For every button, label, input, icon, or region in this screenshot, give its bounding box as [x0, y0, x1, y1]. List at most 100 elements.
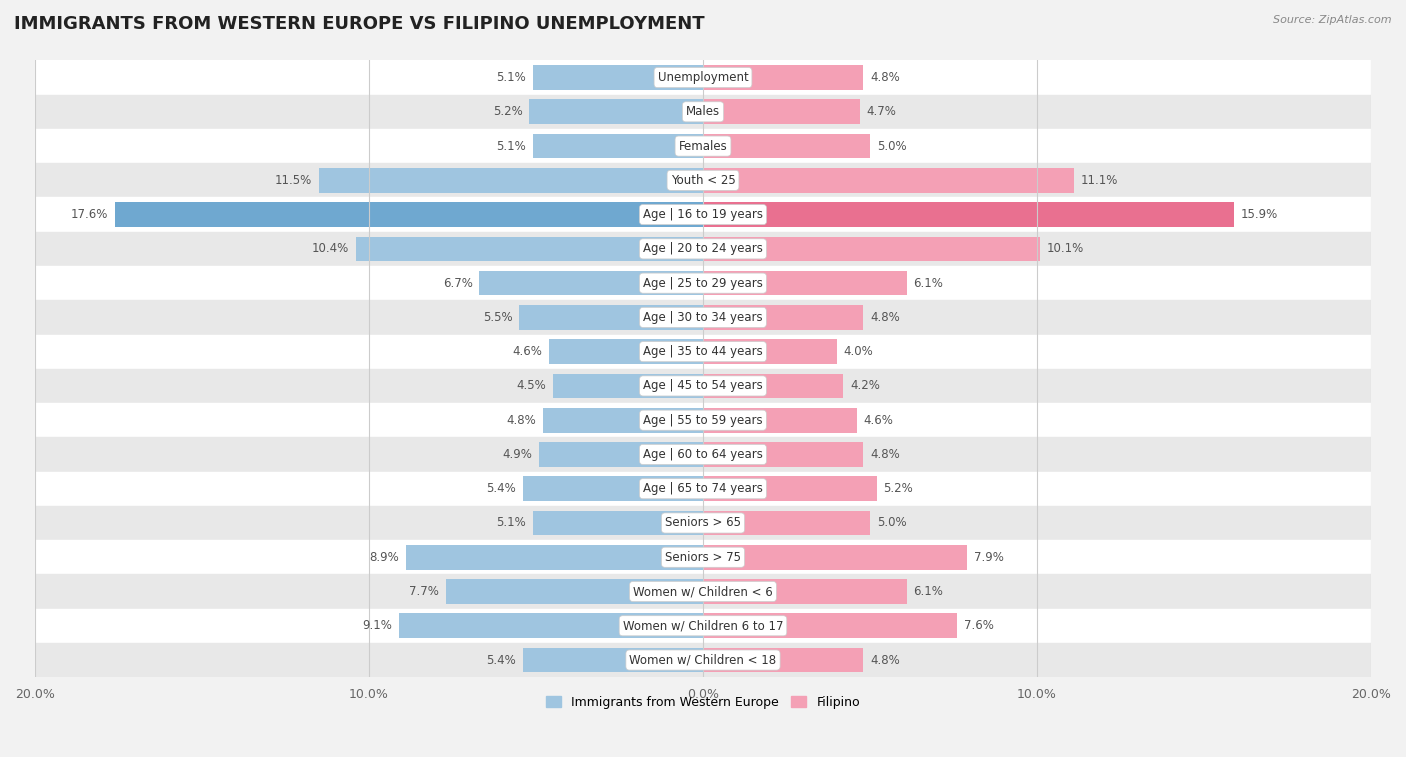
- Bar: [35, 438, 1371, 472]
- Bar: [115, 202, 703, 227]
- Text: Age | 55 to 59 years: Age | 55 to 59 years: [643, 413, 763, 427]
- Bar: [533, 65, 703, 90]
- Text: 4.7%: 4.7%: [866, 105, 897, 118]
- Bar: [35, 198, 1371, 232]
- Text: 7.7%: 7.7%: [409, 585, 439, 598]
- Text: 4.8%: 4.8%: [870, 71, 900, 84]
- Bar: [553, 374, 703, 398]
- Text: 8.9%: 8.9%: [370, 551, 399, 564]
- Bar: [703, 442, 863, 467]
- Bar: [703, 339, 837, 364]
- Text: 5.2%: 5.2%: [494, 105, 523, 118]
- Bar: [703, 99, 860, 124]
- Text: Age | 45 to 54 years: Age | 45 to 54 years: [643, 379, 763, 392]
- Text: Males: Males: [686, 105, 720, 118]
- Text: IMMIGRANTS FROM WESTERN EUROPE VS FILIPINO UNEMPLOYMENT: IMMIGRANTS FROM WESTERN EUROPE VS FILIPI…: [14, 15, 704, 33]
- Text: Youth < 25: Youth < 25: [671, 174, 735, 187]
- Text: 4.8%: 4.8%: [870, 311, 900, 324]
- Bar: [479, 271, 703, 295]
- Text: Age | 65 to 74 years: Age | 65 to 74 years: [643, 482, 763, 495]
- Bar: [35, 369, 1371, 403]
- Text: 11.1%: 11.1%: [1080, 174, 1118, 187]
- Bar: [35, 609, 1371, 643]
- Text: 10.4%: 10.4%: [312, 242, 349, 255]
- Text: 5.4%: 5.4%: [486, 482, 516, 495]
- Text: 6.7%: 6.7%: [443, 276, 472, 290]
- Bar: [540, 442, 703, 467]
- Text: Females: Females: [679, 139, 727, 153]
- Bar: [703, 408, 856, 432]
- Bar: [533, 134, 703, 158]
- Bar: [523, 476, 703, 501]
- Bar: [35, 232, 1371, 266]
- Text: 4.2%: 4.2%: [851, 379, 880, 392]
- Bar: [703, 134, 870, 158]
- Bar: [35, 540, 1371, 575]
- Text: 6.1%: 6.1%: [914, 585, 943, 598]
- Bar: [543, 408, 703, 432]
- Bar: [703, 168, 1074, 193]
- Text: Seniors > 65: Seniors > 65: [665, 516, 741, 529]
- Bar: [35, 61, 1371, 95]
- Bar: [519, 305, 703, 330]
- Text: 4.8%: 4.8%: [870, 448, 900, 461]
- Bar: [406, 545, 703, 569]
- Text: 4.5%: 4.5%: [516, 379, 546, 392]
- Bar: [35, 301, 1371, 335]
- Bar: [703, 648, 863, 672]
- Bar: [399, 613, 703, 638]
- Text: Women w/ Children < 6: Women w/ Children < 6: [633, 585, 773, 598]
- Bar: [550, 339, 703, 364]
- Text: Age | 20 to 24 years: Age | 20 to 24 years: [643, 242, 763, 255]
- Bar: [35, 129, 1371, 164]
- Bar: [35, 95, 1371, 129]
- Bar: [523, 648, 703, 672]
- Bar: [703, 65, 863, 90]
- Text: Age | 35 to 44 years: Age | 35 to 44 years: [643, 345, 763, 358]
- Bar: [35, 403, 1371, 438]
- Bar: [703, 271, 907, 295]
- Text: Age | 60 to 64 years: Age | 60 to 64 years: [643, 448, 763, 461]
- Text: Unemployment: Unemployment: [658, 71, 748, 84]
- Text: 7.6%: 7.6%: [963, 619, 994, 632]
- Text: Source: ZipAtlas.com: Source: ZipAtlas.com: [1274, 15, 1392, 25]
- Bar: [35, 575, 1371, 609]
- Text: 4.6%: 4.6%: [863, 413, 893, 427]
- Bar: [446, 579, 703, 604]
- Text: 5.0%: 5.0%: [877, 139, 907, 153]
- Text: 5.0%: 5.0%: [877, 516, 907, 529]
- Text: 5.1%: 5.1%: [496, 71, 526, 84]
- Text: Age | 16 to 19 years: Age | 16 to 19 years: [643, 208, 763, 221]
- Text: 7.9%: 7.9%: [973, 551, 1004, 564]
- Text: Age | 30 to 34 years: Age | 30 to 34 years: [643, 311, 763, 324]
- Bar: [35, 266, 1371, 301]
- Bar: [35, 472, 1371, 506]
- Bar: [703, 579, 907, 604]
- Text: 4.0%: 4.0%: [844, 345, 873, 358]
- Bar: [529, 99, 703, 124]
- Text: Seniors > 75: Seniors > 75: [665, 551, 741, 564]
- Text: Women w/ Children < 18: Women w/ Children < 18: [630, 653, 776, 666]
- Text: 4.8%: 4.8%: [506, 413, 536, 427]
- Text: Women w/ Children 6 to 17: Women w/ Children 6 to 17: [623, 619, 783, 632]
- Text: Age | 25 to 29 years: Age | 25 to 29 years: [643, 276, 763, 290]
- Bar: [703, 202, 1234, 227]
- Text: 5.4%: 5.4%: [486, 653, 516, 666]
- Bar: [35, 164, 1371, 198]
- Text: 11.5%: 11.5%: [276, 174, 312, 187]
- Bar: [703, 511, 870, 535]
- Bar: [35, 506, 1371, 540]
- Bar: [703, 613, 957, 638]
- Bar: [35, 643, 1371, 678]
- Text: 4.6%: 4.6%: [513, 345, 543, 358]
- Text: 9.1%: 9.1%: [363, 619, 392, 632]
- Bar: [703, 476, 877, 501]
- Legend: Immigrants from Western Europe, Filipino: Immigrants from Western Europe, Filipino: [541, 691, 865, 714]
- Text: 5.2%: 5.2%: [883, 482, 912, 495]
- Bar: [319, 168, 703, 193]
- Bar: [356, 236, 703, 261]
- Text: 10.1%: 10.1%: [1047, 242, 1084, 255]
- Bar: [533, 511, 703, 535]
- Text: 6.1%: 6.1%: [914, 276, 943, 290]
- Text: 17.6%: 17.6%: [72, 208, 108, 221]
